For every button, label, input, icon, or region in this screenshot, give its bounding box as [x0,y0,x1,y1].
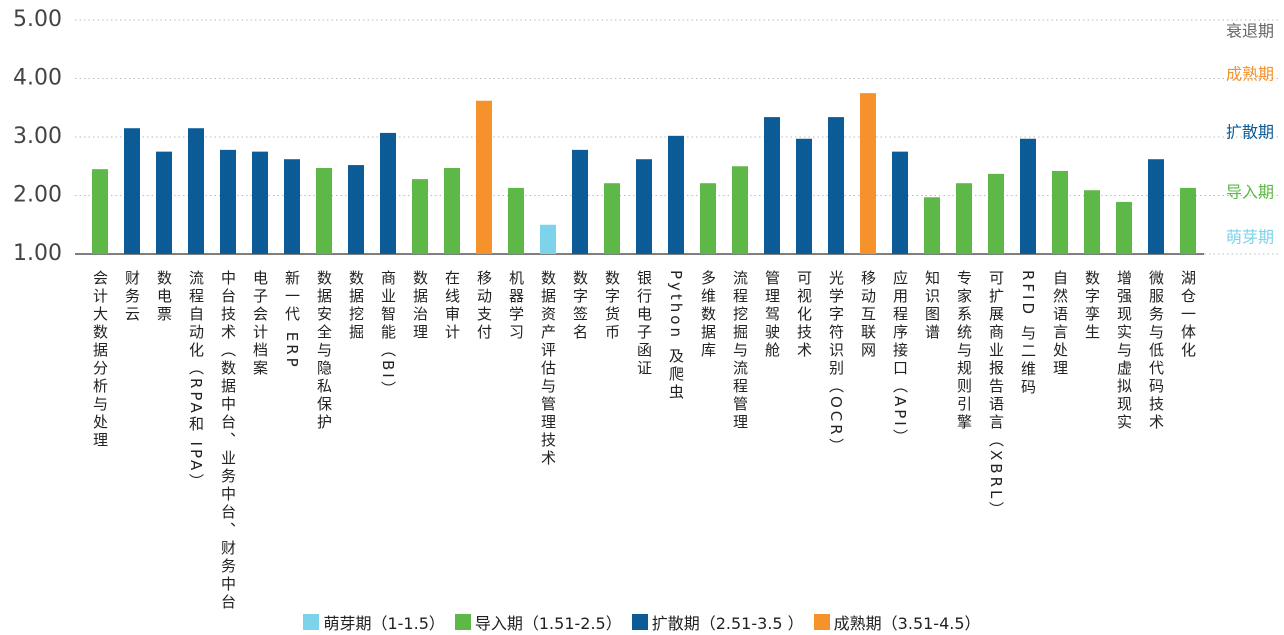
x-tick-label: 多维数据库 [699,270,717,360]
x-tick-label: 湖仓一体化 [1179,270,1197,360]
x-tick-label: 光学字符识别（OCR） [827,270,845,456]
x-tick-label: 可扩展商业报告语言（XBRL） [987,270,1005,519]
bar [700,183,716,254]
x-tick-label: 电子会计档案 [251,270,269,378]
bar [764,117,780,254]
bar [604,183,620,254]
legend-swatch [303,614,320,630]
x-tick-label: 管理驾驶舱 [763,270,781,360]
bar [668,135,684,254]
bar [124,128,140,254]
y-tick-label: 4.00 [13,66,62,91]
x-tick-label: 数字货币 [603,270,621,342]
x-tick-label: 数据挖掘 [347,270,365,342]
x-tick-label: 流程自动化（RPA和 IPA） [187,270,205,491]
bar [1084,190,1100,254]
y-tick-label: 1.00 [13,241,62,266]
bar [796,138,812,254]
legend-label: 导入期（1.51-2.5） [474,614,622,633]
bar [732,166,748,254]
bar [316,168,332,254]
x-tick-label: 移动互联网 [859,270,877,360]
bar [540,224,556,254]
bar [476,100,492,254]
bar [412,179,428,254]
x-tick-label: 在线审计 [443,270,461,342]
bar [444,168,460,254]
x-tick-label: 应用程序接口（API） [891,269,909,447]
bar [1052,170,1068,254]
bar [508,187,524,254]
x-tick-label: 流程挖掘与流程管理 [731,270,749,432]
bar [380,132,396,254]
x-tick-label: 商业智能（BI） [379,270,397,399]
bar [252,151,268,254]
legend-item: 萌芽期（1-1.5） [303,610,445,634]
x-tick-label: 银行电子函证 [635,270,653,378]
stage-label: 导入期 [1226,183,1274,202]
x-tick-label: Python 及爬虫 [667,270,685,402]
stage-label: 成熟期 [1226,65,1274,84]
legend-swatch [454,614,471,630]
bar [572,149,588,254]
legend-swatch [631,614,648,630]
bar [860,93,876,254]
x-tick-label: 中台技术（数据中台、业务中台、财务中台） [219,270,237,610]
bar [220,149,236,254]
legend-label: 成熟期（3.51-4.5） [833,614,981,633]
x-tick-label: 数据治理 [411,270,429,342]
bar [156,151,172,254]
y-tick-label: 5.00 [13,7,62,32]
bar [1116,201,1132,254]
legend-item: 扩散期（2.51-3.5 ） [631,610,804,634]
bar [636,159,652,254]
x-tick-label: 移动支付 [475,270,493,342]
x-tick-label: 机器学习 [507,270,525,342]
bar [1148,159,1164,254]
x-tick-label: 数据安全与隐私保护 [315,270,333,432]
x-tick-label: 专家系统与规则引擎 [955,270,973,432]
x-tick-label: 数电票 [155,270,173,324]
bar [828,117,844,254]
x-tick-label: 微服务与低代码技术 [1147,270,1165,432]
x-tick-label: 知识图谱 [923,270,941,342]
x-tick-label: 数据资产评估与管理技术 [539,270,557,468]
x-tick-label: 数字签名 [571,270,589,342]
bar [1020,138,1036,254]
legend-label: 扩散期（2.51-3.5 ） [651,614,804,633]
legend: 萌芽期（1-1.5） 导入期（1.51-2.5） 扩散期（2.51-3.5 ） 成熟期… [0,610,1284,634]
stage-label: 扩散期 [1226,123,1274,142]
x-tick-label: 自然语言处理 [1051,270,1069,378]
y-tick-label: 2.00 [13,183,62,208]
bar [348,165,364,254]
legend-label: 萌芽期（1-1.5） [323,614,445,633]
bar [188,128,204,254]
bar [956,183,972,254]
bar [924,197,940,254]
chart: 1.00 2.00 3.00 4.00 5.00 衰退期成熟期扩散期导入期萌芽期会计大数据… [13,7,1280,610]
legend-item: 导入期（1.51-2.5） [454,610,622,634]
bar [92,169,108,254]
bar [988,173,1004,254]
x-tick-label: 数字孪生 [1083,270,1101,342]
x-tick-label: 会计大数据分析与处理 [91,270,109,450]
legend-item: 成熟期（3.51-4.5） [813,610,981,634]
stage-label: 萌芽期 [1226,228,1274,247]
x-tick-label: RFID 与二维码 [1019,270,1037,397]
bar [892,151,908,254]
stage-label: 衰退期 [1226,22,1274,41]
x-tick-label: 增强现实与虚拟现实 [1115,270,1133,432]
bar [284,159,300,254]
bar [1180,187,1196,254]
x-tick-label: 可视化技术 [795,270,813,360]
legend-swatch [813,614,830,630]
x-tick-label: 新一代 ERP [283,270,301,370]
y-tick-label: 3.00 [13,124,62,149]
x-tick-label: 财务云 [123,270,141,324]
